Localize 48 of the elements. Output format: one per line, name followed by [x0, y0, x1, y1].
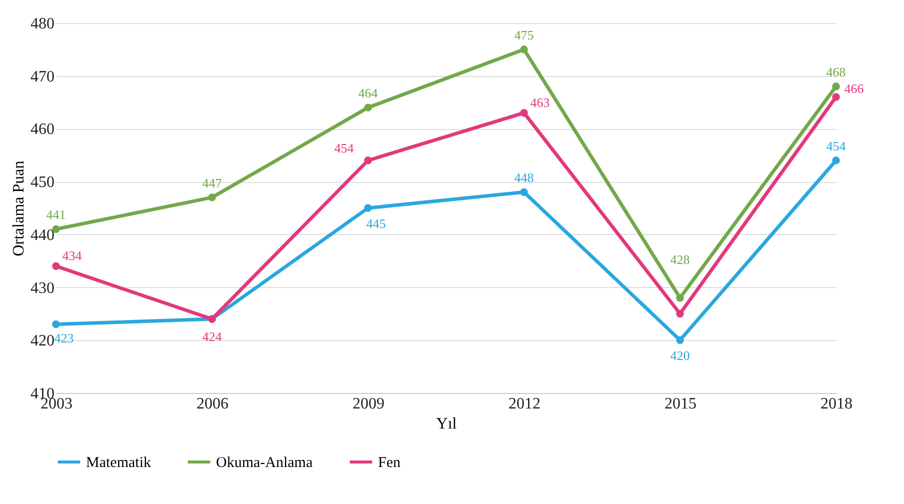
data-label: 420 [670, 348, 690, 364]
legend-label: Okuma-Anlama [216, 455, 313, 471]
data-label: 447 [202, 175, 222, 190]
y-tick-label: 450 [30, 174, 54, 192]
point [52, 262, 60, 270]
y-axis-title: Ortalama Puan [10, 160, 28, 256]
data-label: 475 [514, 27, 534, 42]
x-tick-label: 2018 [820, 396, 852, 412]
y-tick-label: 430 [30, 280, 54, 297]
point [208, 194, 216, 202]
x-tick-label: 2009 [352, 396, 384, 412]
data-label: 423 [54, 330, 74, 346]
y-tick-label: 470 [30, 68, 54, 86]
point [832, 82, 840, 90]
point [676, 310, 684, 318]
data-label: 464 [358, 86, 378, 101]
data-label: 441 [46, 207, 66, 222]
y-tick-label: 420 [30, 332, 54, 350]
x-tick-label: 2012 [508, 396, 540, 412]
point [676, 336, 684, 344]
x-axis-title: Yıl [436, 416, 458, 432]
data-label: 466 [844, 81, 864, 96]
data-label: 434 [62, 248, 82, 264]
point [520, 188, 528, 196]
point [364, 104, 372, 112]
y-tick-label: 480 [30, 16, 54, 32]
data-label: 454 [826, 138, 846, 154]
point [832, 93, 840, 101]
point [520, 46, 528, 54]
data-label: 448 [514, 170, 534, 186]
point [364, 204, 372, 212]
data-label: 445 [366, 216, 386, 231]
data-label: 468 [826, 64, 846, 80]
point [52, 320, 60, 328]
legend-label: Fen [378, 455, 401, 471]
y-tick-label: 440 [30, 226, 54, 244]
point [832, 156, 840, 164]
point [520, 108, 528, 117]
legend-label: Matematik [86, 455, 152, 471]
data-label: 424 [202, 329, 222, 344]
data-label: 454 [334, 140, 354, 156]
data-label: 428 [670, 252, 690, 267]
point [676, 294, 684, 302]
y-tick-label: 460 [30, 121, 54, 138]
data-label: 463 [530, 94, 550, 110]
x-tick-label: 2015 [664, 396, 696, 412]
x-tick-label: 2006 [196, 396, 228, 412]
point [364, 156, 372, 164]
